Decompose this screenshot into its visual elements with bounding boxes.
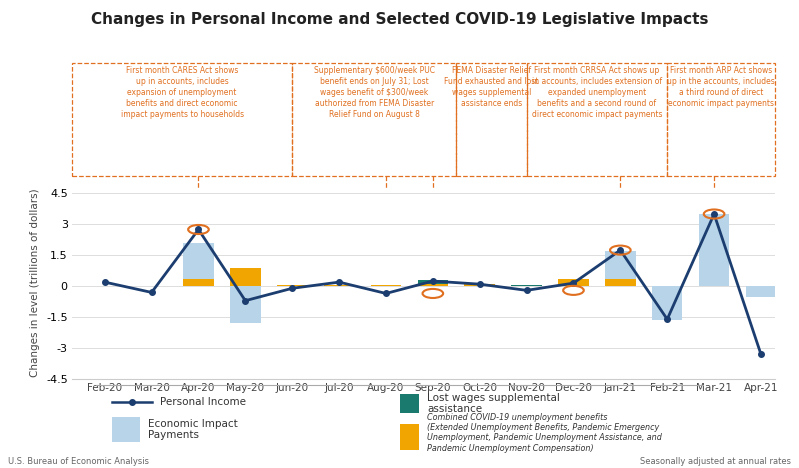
Bar <box>464 284 495 286</box>
Bar <box>464 284 495 286</box>
Text: Changes in Personal Income and Selected COVID-19 Legislative Impacts: Changes in Personal Income and Selected … <box>91 12 708 27</box>
Text: U.S. Bureau of Economic Analysis: U.S. Bureau of Economic Analysis <box>8 457 149 466</box>
Bar <box>371 285 401 286</box>
Bar <box>511 285 542 286</box>
Text: FEMA Disaster Relief
Fund exhausted and lost
wages supplemental
assistance ends: FEMA Disaster Relief Fund exhausted and … <box>444 66 539 108</box>
Text: First month ARP Act shows
up in the accounts, includes
a third round of direct
e: First month ARP Act shows up in the acco… <box>667 66 775 108</box>
Bar <box>745 286 776 297</box>
Text: Personal Income: Personal Income <box>160 397 246 408</box>
Bar <box>418 280 448 286</box>
Bar <box>699 214 729 286</box>
Bar <box>230 286 260 323</box>
Y-axis label: Changes in level (trillions of dollars): Changes in level (trillions of dollars) <box>30 189 41 378</box>
Bar <box>277 285 308 286</box>
Bar <box>559 279 589 286</box>
Text: First month CARES Act shows
up in accounts, includes
expansion of unemployment
b: First month CARES Act shows up in accoun… <box>121 66 244 119</box>
Bar <box>230 268 260 286</box>
Bar <box>183 279 213 286</box>
Text: Supplementary $600/week PUC
benefit ends on July 31; Lost
wages benefit of $300/: Supplementary $600/week PUC benefit ends… <box>314 66 435 119</box>
Bar <box>605 279 635 286</box>
Bar <box>324 285 354 286</box>
Text: First month CRRSA Act shows up
in accounts, includes extension of
expanded unemp: First month CRRSA Act shows up in accoun… <box>531 66 662 119</box>
Bar <box>652 286 682 320</box>
Text: Combined COVID-19 unemployment benefits
(Extended Unemployment Benefits, Pandemi: Combined COVID-19 unemployment benefits … <box>427 413 662 453</box>
Text: Lost wages supplemental
assistance: Lost wages supplemental assistance <box>427 393 560 414</box>
Bar <box>605 251 635 286</box>
Bar <box>183 243 213 286</box>
Bar <box>418 284 448 286</box>
Text: Seasonally adjusted at annual rates: Seasonally adjusted at annual rates <box>640 457 791 466</box>
Text: Economic Impact
Payments: Economic Impact Payments <box>148 418 237 440</box>
